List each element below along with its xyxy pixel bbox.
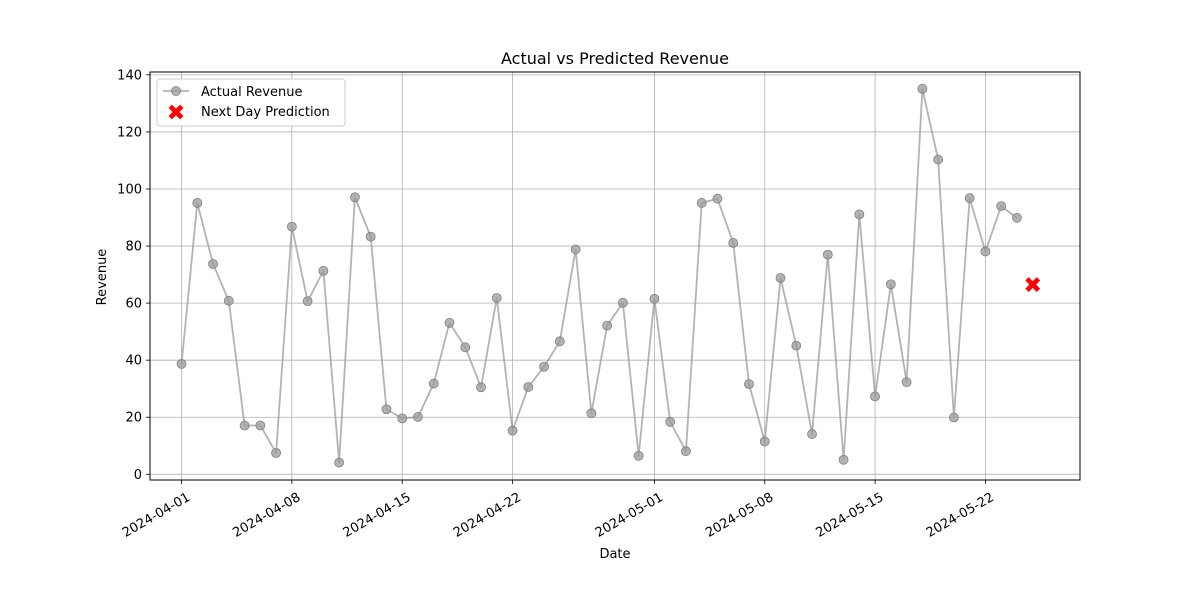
- data-point: [334, 457, 345, 468]
- series-line: [180, 87, 1018, 464]
- data-point: [476, 382, 486, 393]
- data-point: [539, 361, 549, 372]
- data-point: [901, 377, 912, 388]
- y-tick-label: 80: [125, 240, 142, 255]
- data-point: [681, 446, 691, 457]
- data-point: [696, 198, 707, 208]
- x-tick-label: 2024-04-22: [451, 490, 524, 541]
- data-point: [649, 293, 660, 304]
- data-point: [255, 420, 266, 431]
- data-point: [854, 209, 865, 220]
- x-tick-label: 2024-05-15: [814, 490, 887, 541]
- data-point: [271, 447, 282, 458]
- data-point: [633, 450, 644, 461]
- data-point: [460, 342, 471, 353]
- data-point: [933, 154, 944, 165]
- series-actual-revenue: [176, 83, 1022, 468]
- plot-area-frame: [149, 71, 1081, 481]
- x-tick-label: 2024-05-08: [703, 490, 776, 541]
- data-point: [948, 412, 959, 423]
- data-point: [176, 358, 187, 369]
- legend-prediction-x: [168, 104, 184, 120]
- y-tick-label: 40: [125, 354, 142, 369]
- data-point: [239, 420, 250, 431]
- legend-box: [156, 78, 346, 127]
- data-point: [365, 231, 376, 242]
- data-point: [602, 320, 613, 331]
- data-point: [791, 340, 802, 351]
- x-tick-label: 2024-05-01: [593, 490, 666, 541]
- x-tick-label: 2024-04-01: [120, 490, 193, 541]
- y-tick-label: 120: [117, 125, 142, 140]
- data-point: [617, 297, 628, 308]
- data-point: [350, 192, 360, 203]
- series-next-day-prediction: [1025, 277, 1041, 292]
- data-point: [428, 378, 439, 389]
- y-tick-label: 20: [125, 411, 142, 426]
- data-point: [586, 408, 597, 419]
- x-axis: 2024-04-01 2024-04-08 2024-04-15 2024-04-22…: [120, 480, 997, 541]
- data-point: [223, 295, 234, 306]
- data-point: [554, 336, 565, 347]
- prediction-point: [1025, 277, 1041, 292]
- data-point: [507, 425, 518, 436]
- data-point: [286, 221, 297, 232]
- x-tick-label: 2024-04-15: [341, 490, 414, 541]
- data-point: [870, 391, 880, 402]
- data-point: [744, 379, 754, 390]
- data-point: [318, 265, 329, 276]
- x-axis-label: Date: [599, 547, 630, 562]
- data-point: [208, 259, 218, 269]
- data-point: [665, 416, 676, 427]
- data-point: [712, 193, 723, 204]
- data-point: [444, 317, 455, 328]
- y-axis: 0 20 40 60 80 100 120 140: [117, 68, 150, 483]
- y-tick-label: 100: [117, 182, 142, 197]
- data-point: [302, 296, 313, 307]
- data-point: [491, 293, 502, 303]
- grid-lines: [150, 72, 1080, 480]
- chart-title: Actual vs Predicted Revenue: [501, 49, 729, 68]
- y-axis-label: Revenue: [95, 249, 110, 306]
- legend-actual-label: Actual Revenue: [201, 85, 302, 100]
- data-point: [980, 246, 991, 257]
- data-point: [917, 83, 928, 94]
- data-point: [838, 454, 849, 465]
- data-point: [192, 198, 203, 208]
- data-point: [964, 193, 975, 204]
- data-point: [570, 244, 581, 255]
- y-tick-label: 60: [125, 297, 142, 312]
- data-point: [885, 279, 896, 290]
- data-point: [1012, 212, 1022, 223]
- y-tick-label: 0: [134, 468, 142, 483]
- y-tick-label: 140: [117, 68, 142, 83]
- data-point: [397, 413, 408, 424]
- data-point: [728, 238, 739, 248]
- data-point: [413, 412, 423, 422]
- data-point: [759, 436, 770, 447]
- data-point: [822, 249, 833, 260]
- data-point: [996, 201, 1007, 211]
- x-tick-label: 2024-05-22: [924, 490, 997, 541]
- legend-prediction-marker: [168, 104, 184, 120]
- x-tick-label: 2024-04-08: [230, 490, 303, 541]
- data-point: [381, 404, 392, 415]
- data-point: [807, 429, 817, 439]
- data-point: [775, 273, 786, 283]
- legend-prediction-label: Next Day Prediction: [201, 105, 330, 120]
- data-point: [523, 382, 534, 392]
- legend-actual-marker: [171, 86, 181, 96]
- legend: Actual Revenue Next Day Prediction: [156, 78, 346, 127]
